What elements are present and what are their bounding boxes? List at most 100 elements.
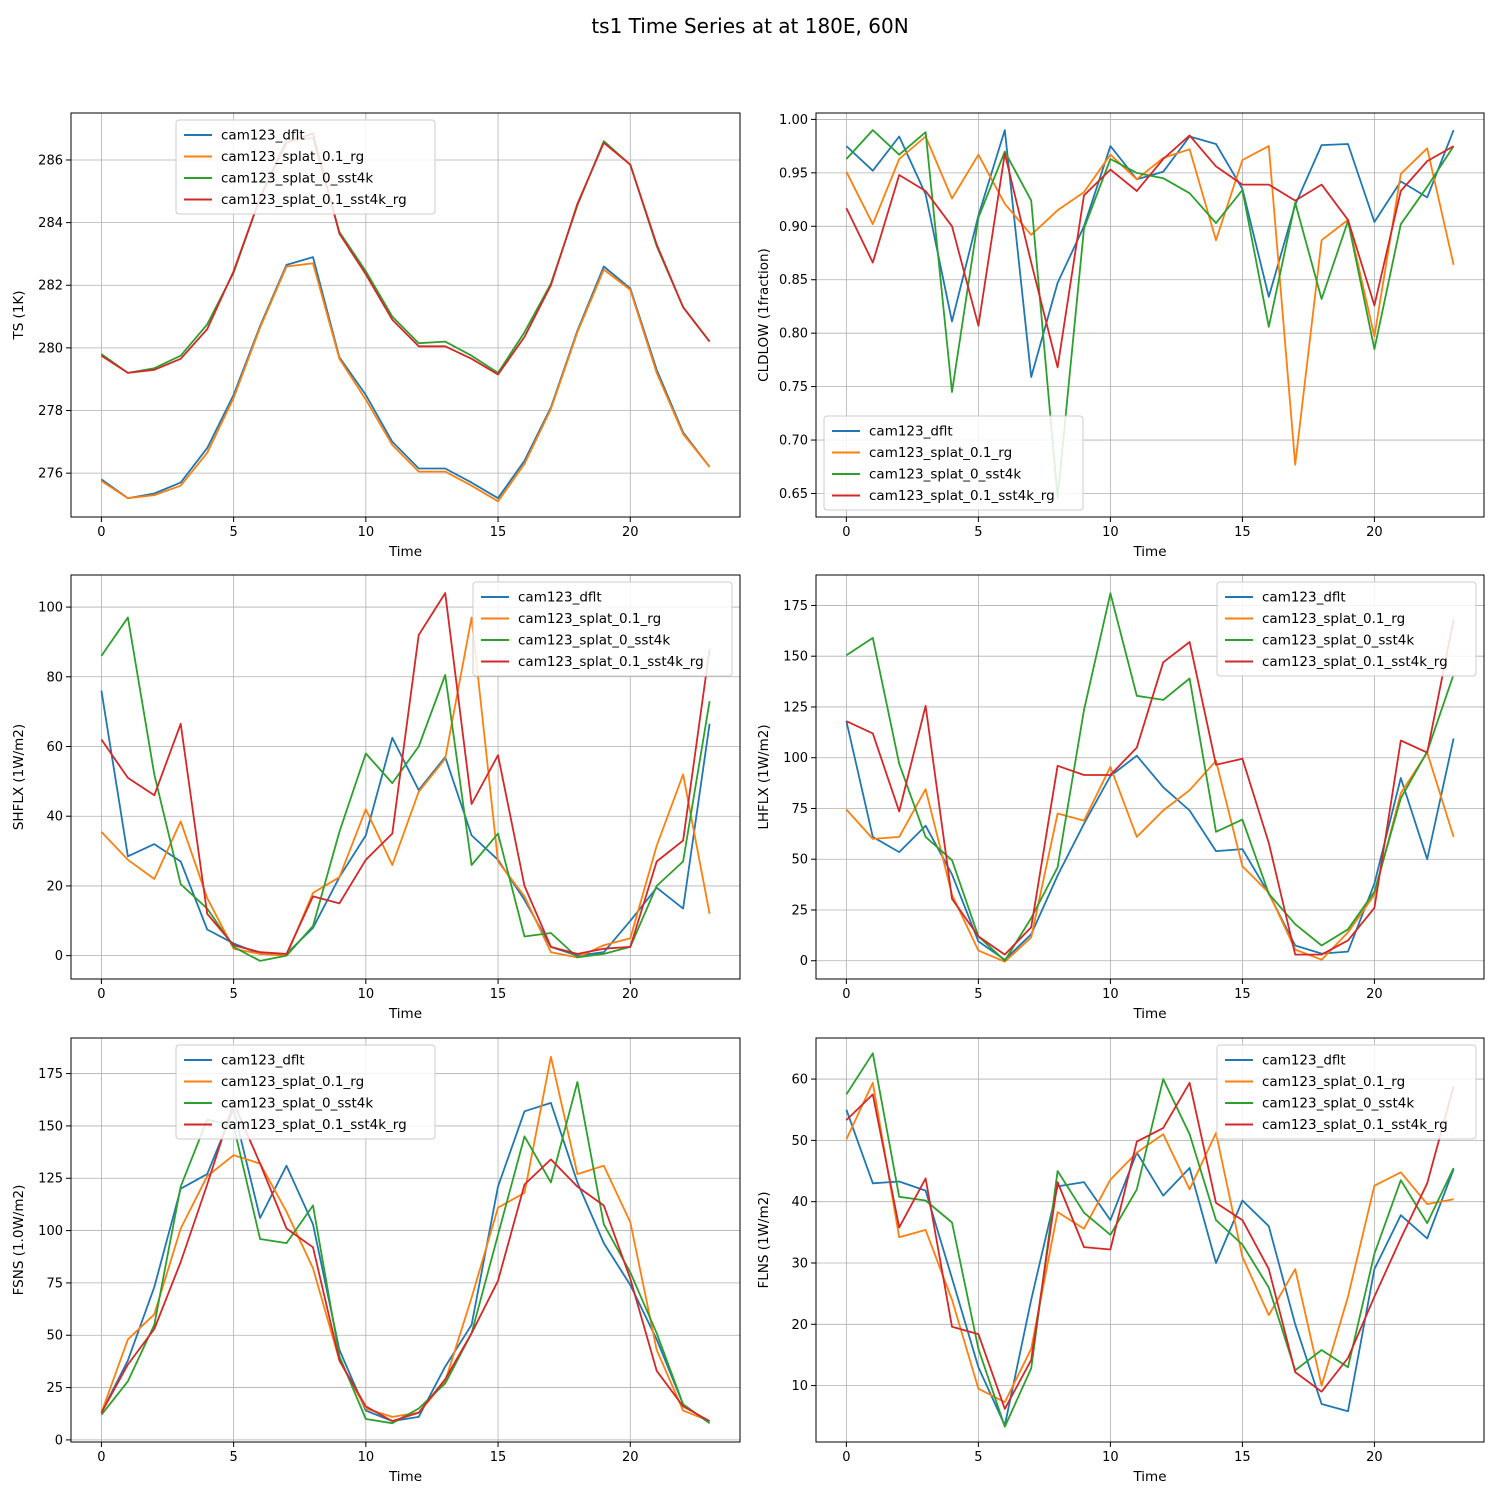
- legend-entry-label: cam123_splat_0_sst4k: [1262, 1096, 1414, 1112]
- series-line-cam123-splat-0-sst4k: [845, 592, 1455, 962]
- y-tick-label: 80: [46, 670, 63, 685]
- y-tick-label: 278: [38, 404, 63, 419]
- legend-entry-label: cam123_dflt: [221, 1053, 305, 1069]
- series-line-cam123-splat-0-1-rg: [845, 1081, 1454, 1404]
- legend: cam123_dflt cam123_splat_0.1_rg cam123_spl…: [175, 119, 436, 215]
- ts-panel: 0 5 10 15 20 276 278 280 282 284 286 Time TS (1K) cam…: [11, 112, 741, 560]
- legend: cam123_dflt cam123_splat_0.1_rg cam123_spl…: [472, 581, 733, 677]
- x-tick-label: 5: [974, 987, 982, 1002]
- y-tick-label: 1.00: [779, 113, 808, 128]
- x-tick-label: 15: [1234, 1450, 1251, 1465]
- y-tick-label: 0.90: [779, 220, 808, 235]
- x-axis-label: Time: [1132, 1006, 1166, 1022]
- y-tick-label: 282: [38, 279, 63, 294]
- series-line-cam123-splat-0-1-sst4k-rg: [846, 619, 1455, 956]
- legend-entry-label: cam123_splat_0.1_rg: [1262, 1074, 1405, 1090]
- legend-entry-label: cam123_splat_0.1_sst4k_rg: [1262, 1117, 1448, 1133]
- y-axis-label: FLNS (1W/m2): [756, 1191, 772, 1288]
- y-tick-label: 284: [38, 216, 63, 231]
- series-line-cam123-splat-0-1-rg: [100, 1055, 710, 1422]
- y-tick-label: 20: [46, 879, 63, 894]
- x-tick-label: 5: [229, 525, 237, 540]
- legend-entry-label: cam123_splat_0_sst4k: [1262, 633, 1414, 649]
- y-tick-label: 150: [783, 650, 808, 665]
- cldlow-panel: 0 5 10 15 20 0.65 0.70 0.75 0.80 0.85 0.90 0.95 1.00…: [756, 112, 1485, 560]
- y-tick-label: 150: [38, 1119, 63, 1134]
- x-tick-label: 20: [622, 987, 639, 1002]
- x-axis-label: Time: [388, 1006, 422, 1022]
- x-tick-label: 15: [490, 987, 507, 1002]
- y-tick-label: 0.65: [779, 487, 808, 502]
- x-tick-label: 15: [490, 1450, 507, 1465]
- y-tick-label: 276: [38, 467, 63, 482]
- y-tick-label: 75: [46, 1276, 63, 1291]
- series-group: [845, 592, 1455, 963]
- series-group: [845, 1052, 1455, 1428]
- legend: cam123_dflt cam123_splat_0.1_rg cam123_spl…: [823, 415, 1084, 511]
- x-tick-label: 15: [1234, 987, 1251, 1002]
- x-tick-label: 10: [1102, 525, 1119, 540]
- x-tick-label: 20: [1366, 1450, 1383, 1465]
- x-axis-label: Time: [388, 544, 422, 560]
- y-tick-label: 0.80: [779, 327, 808, 342]
- x-tick-label: 5: [974, 1450, 982, 1465]
- legend-box: [1216, 1044, 1477, 1140]
- lhflx-panel: 0 5 10 15 20 0 25 50 75 100 125 150 175 Time LHFLX (1W…: [756, 574, 1485, 1022]
- legend-box: [1216, 581, 1477, 677]
- x-tick-label: 5: [229, 987, 237, 1002]
- y-axis-label: LHFLX (1W/m2): [756, 724, 772, 829]
- legend-entry-label: cam123_dflt: [518, 590, 602, 606]
- legend-box: [175, 1044, 436, 1140]
- legend: cam123_dflt cam123_splat_0.1_rg cam123_spl…: [1216, 1044, 1477, 1140]
- y-tick-label: 280: [38, 341, 63, 356]
- shflx-panel: 0 5 10 15 20 0 20 40 60 80 100 Time SHFLX (1W/m2) cam…: [11, 574, 741, 1022]
- series-line-cam123-splat-0-1-sst4k-rg: [845, 1081, 1455, 1410]
- x-tick-label: 20: [622, 1450, 639, 1465]
- y-tick-label: 75: [791, 802, 808, 817]
- axes-frame: [815, 574, 1485, 980]
- x-tick-label: 10: [358, 525, 375, 540]
- x-tick-label: 5: [974, 525, 982, 540]
- series-line-cam123-dflt: [100, 1102, 711, 1424]
- x-tick-label: 0: [97, 1450, 105, 1465]
- x-tick-label: 5: [229, 1450, 237, 1465]
- legend-entry-label: cam123_splat_0.1_rg: [518, 611, 661, 627]
- legend: cam123_dflt cam123_splat_0.1_rg cam123_spl…: [1216, 581, 1477, 677]
- series-line-cam123-splat-0-1-sst4k-rg: [845, 134, 1455, 369]
- axes-frame: [815, 112, 1485, 518]
- x-axis-label: Time: [388, 1469, 422, 1485]
- y-tick-label: 60: [791, 1073, 808, 1088]
- y-tick-label: 100: [38, 601, 63, 616]
- y-tick-label: 50: [791, 853, 808, 868]
- series-line-cam123-dflt: [845, 1109, 1455, 1427]
- y-tick-label: 50: [46, 1329, 63, 1344]
- y-tick-label: 0: [55, 949, 63, 964]
- y-tick-label: 25: [791, 903, 808, 918]
- y-axis-label: TS (1K): [11, 290, 27, 340]
- series-group: [100, 592, 711, 962]
- axes-frame: [70, 1037, 741, 1443]
- y-tick-label: 0.75: [779, 380, 808, 395]
- series-line-cam123-splat-0-1-sst4k-rg: [100, 592, 711, 955]
- legend-entry-label: cam123_splat_0.1_rg: [221, 1074, 364, 1090]
- legend-entry-label: cam123_dflt: [869, 424, 953, 440]
- y-tick-label: 100: [38, 1224, 63, 1239]
- fsns-panel: 0 5 10 15 20 0 25 50 75 100 125 150 175 Time FSNS (1.0…: [11, 1037, 741, 1485]
- axes-frame: [70, 112, 741, 518]
- y-tick-label: 286: [38, 153, 63, 168]
- series-group: [845, 129, 1455, 499]
- series-line-cam123-splat-0-sst4k: [100, 137, 711, 374]
- y-tick-label: 25: [46, 1381, 63, 1396]
- series-group: [100, 1055, 711, 1425]
- x-tick-label: 20: [622, 525, 639, 540]
- legend: cam123_dflt cam123_splat_0.1_rg cam123_spl…: [175, 1044, 436, 1140]
- y-tick-label: 0: [800, 954, 808, 969]
- y-axis-label: CLDLOW (1fraction): [756, 248, 772, 382]
- x-axis-label: Time: [1132, 544, 1166, 560]
- x-tick-label: 10: [358, 987, 375, 1002]
- flns-panel: 0 5 10 15 20 10 20 30 40 50 60 Time FLNS (1W/m2) cam1…: [756, 1037, 1485, 1485]
- legend-entry-label: cam123_splat_0_sst4k: [221, 171, 373, 187]
- x-tick-label: 15: [490, 525, 507, 540]
- y-tick-label: 0: [55, 1433, 63, 1448]
